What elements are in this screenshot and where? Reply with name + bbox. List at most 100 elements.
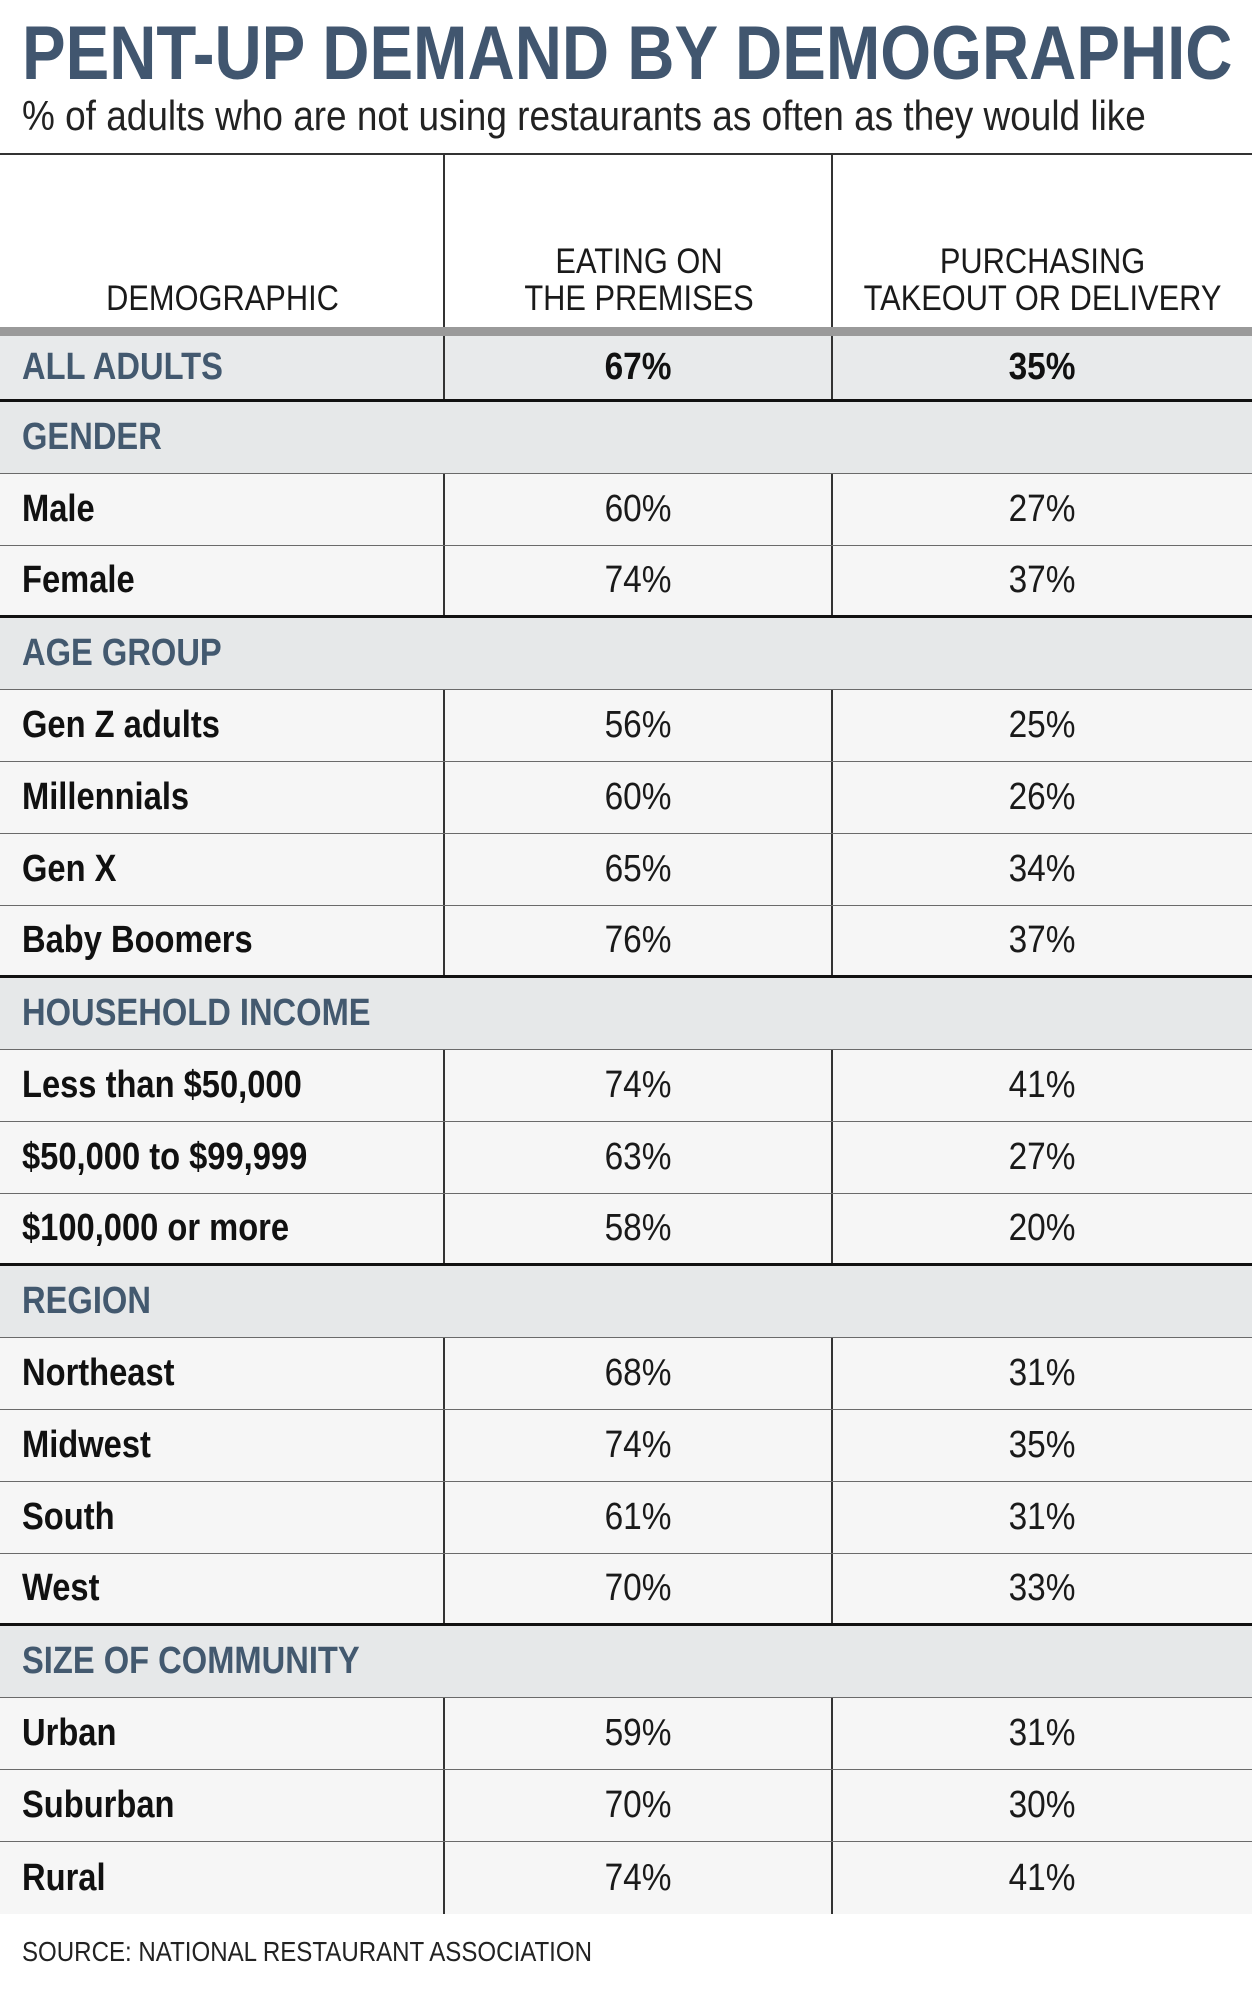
table-row: Midwest 74% 35% xyxy=(0,1410,1252,1482)
eating-value: 58% xyxy=(604,1207,672,1249)
row-label: Urban xyxy=(22,1712,117,1754)
takeout-value: 35% xyxy=(1009,1424,1076,1466)
eating-value: 65% xyxy=(604,848,672,890)
row-label: West xyxy=(22,1567,100,1609)
eating-value: 60% xyxy=(604,488,672,530)
row-label: Rural xyxy=(22,1856,106,1899)
column-divider xyxy=(443,906,445,975)
row-label: Baby Boomers xyxy=(22,919,253,961)
takeout-value: 20% xyxy=(1009,1207,1076,1249)
column-divider xyxy=(443,474,445,545)
table-row: Gen X 65% 34% xyxy=(0,834,1252,906)
column-divider xyxy=(831,474,833,545)
column-divider xyxy=(443,834,445,905)
column-divider xyxy=(831,546,833,615)
column-divider xyxy=(831,1410,833,1481)
takeout-value: 27% xyxy=(1009,488,1076,530)
eating-value: 68% xyxy=(604,1352,672,1394)
takeout-value: 41% xyxy=(1009,1856,1076,1899)
column-divider xyxy=(443,1050,445,1121)
eating-value: 59% xyxy=(604,1712,672,1754)
section-row: GENDER xyxy=(0,402,1252,474)
header-rule xyxy=(0,327,1252,336)
takeout-value: 31% xyxy=(1009,1712,1076,1754)
eating-value: 74% xyxy=(604,1424,672,1466)
row-label: Northeast xyxy=(22,1352,175,1394)
row-label: Gen X xyxy=(22,848,117,890)
section-label: REGION xyxy=(22,1280,151,1322)
table-row: Less than $50,000 74% 41% xyxy=(0,1050,1252,1122)
column-divider xyxy=(831,1338,833,1409)
column-divider xyxy=(831,906,833,975)
row-label: Less than $50,000 xyxy=(22,1064,302,1106)
table-row: Urban 59% 31% xyxy=(0,1698,1252,1770)
takeout-value: 34% xyxy=(1009,848,1076,890)
eating-value: 61% xyxy=(604,1496,672,1538)
section-row: SIZE OF COMMUNITY xyxy=(0,1626,1252,1698)
table-header: DEMOGRAPHIC EATING ON THE PREMISES PURCH… xyxy=(0,153,1252,327)
row-label: Male xyxy=(22,488,95,530)
row-label: ALL ADULTS xyxy=(22,346,223,388)
section-label: AGE GROUP xyxy=(22,632,222,674)
column-divider xyxy=(443,1554,445,1623)
table-row: Rural 74% 41% xyxy=(0,1842,1252,1914)
column-header-eating: EATING ON THE PREMISES xyxy=(524,242,754,318)
takeout-value: 25% xyxy=(1009,704,1076,746)
column-divider xyxy=(443,1770,445,1841)
column-divider xyxy=(831,1842,833,1914)
takeout-value: 35% xyxy=(1009,346,1076,388)
table-row: Gen Z adults 56% 25% xyxy=(0,690,1252,762)
takeout-value: 41% xyxy=(1009,1064,1076,1106)
section-label: GENDER xyxy=(22,416,162,458)
section-row: REGION xyxy=(0,1266,1252,1338)
column-divider xyxy=(831,155,833,327)
column-divider xyxy=(831,1770,833,1841)
group-list: GENDER Male 60% 27% Female 74% 37% AGE GROUP Gen… xyxy=(0,402,1252,1914)
column-divider xyxy=(831,1482,833,1553)
column-divider xyxy=(443,1194,445,1263)
table-row: Female 74% 37% xyxy=(0,546,1252,618)
takeout-value: 37% xyxy=(1009,919,1076,961)
column-divider xyxy=(443,1482,445,1553)
table-row-all-adults: ALL ADULTS 67% 35% xyxy=(0,336,1252,402)
eating-value: 63% xyxy=(604,1136,672,1178)
column-divider xyxy=(443,762,445,833)
table-row: Northeast 68% 31% xyxy=(0,1338,1252,1410)
demand-table: DEMOGRAPHIC EATING ON THE PREMISES PURCH… xyxy=(0,153,1252,1914)
section-row: AGE GROUP xyxy=(0,618,1252,690)
takeout-value: 31% xyxy=(1009,1352,1076,1394)
eating-value: 76% xyxy=(604,919,672,961)
takeout-value: 37% xyxy=(1009,559,1076,601)
eating-value: 74% xyxy=(604,559,672,601)
row-label: Midwest xyxy=(22,1424,151,1466)
takeout-value: 31% xyxy=(1009,1496,1076,1538)
table-row: Millennials 60% 26% xyxy=(0,762,1252,834)
section-row: HOUSEHOLD INCOME xyxy=(0,978,1252,1050)
table-row: $50,000 to $99,999 63% 27% xyxy=(0,1122,1252,1194)
column-divider xyxy=(443,1698,445,1769)
eating-value: 70% xyxy=(604,1567,672,1609)
eating-value: 67% xyxy=(604,346,672,388)
row-label: Suburban xyxy=(22,1784,175,1826)
row-label: $100,000 or more xyxy=(22,1207,290,1249)
column-divider xyxy=(443,1338,445,1409)
column-divider xyxy=(443,336,445,399)
takeout-value: 26% xyxy=(1009,776,1076,818)
column-divider xyxy=(443,1410,445,1481)
column-divider xyxy=(443,546,445,615)
takeout-value: 30% xyxy=(1009,1784,1076,1826)
section-label: HOUSEHOLD INCOME xyxy=(22,992,371,1034)
table-row: Suburban 70% 30% xyxy=(0,1770,1252,1842)
column-divider xyxy=(831,336,833,399)
row-label: South xyxy=(22,1496,115,1538)
takeout-value: 27% xyxy=(1009,1136,1076,1178)
column-divider xyxy=(443,155,445,327)
column-header-demographic: DEMOGRAPHIC xyxy=(106,279,339,318)
column-divider xyxy=(831,1122,833,1193)
column-header-takeout: PURCHASING TAKEOUT OR DELIVERY xyxy=(863,242,1222,318)
section-label: SIZE OF COMMUNITY xyxy=(22,1640,360,1682)
takeout-value: 33% xyxy=(1009,1567,1076,1609)
column-divider xyxy=(831,834,833,905)
eating-value: 74% xyxy=(604,1064,672,1106)
column-divider xyxy=(831,1698,833,1769)
